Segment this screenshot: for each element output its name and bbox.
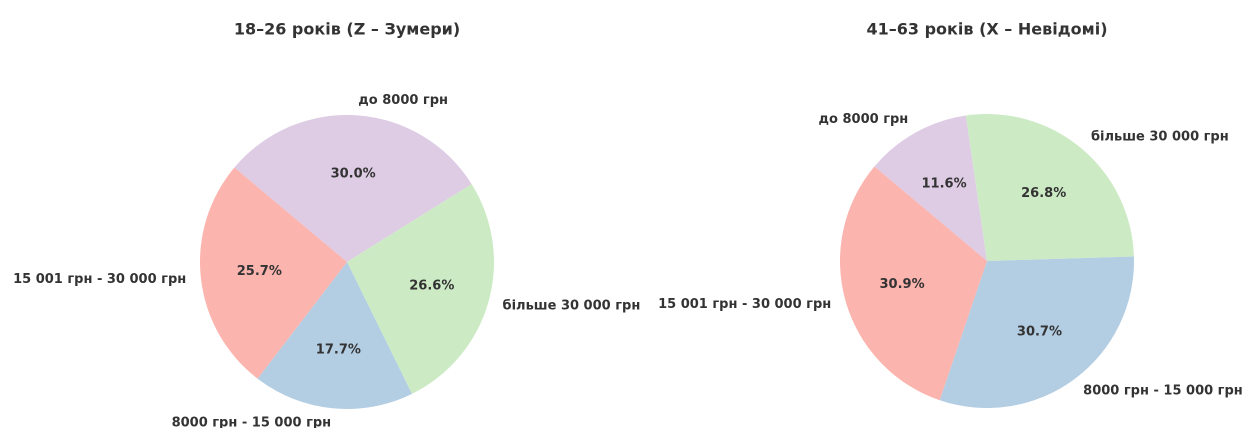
chart-title: 18–26 років (Z – Зумери) [234,20,460,39]
percent-label: 11.6% [922,176,967,191]
pie-slice [840,166,987,401]
pie-slice [965,114,1134,261]
pie-slice [199,167,347,379]
pie-slice [874,115,987,261]
percent-label: 17.7% [316,342,361,357]
percent-label: 26.8% [1021,186,1066,201]
slice-label: 15 001 грн - 30 000 грн [13,272,186,287]
slice-label: 15 001 грн - 30 000 грн [658,297,831,312]
slice-label: 8000 грн - 15 000 грн [172,415,332,428]
slice-label: більше 30 000 грн [503,299,641,314]
percent-label: 26.6% [409,279,454,294]
percent-label: 25.7% [237,264,282,279]
chart-title: 41–63 років (X – Невідомі) [866,20,1107,39]
slice-label: більше 30 000 грн [1091,130,1229,145]
percent-label: 30.0% [331,167,376,182]
pie-slice [347,184,494,394]
percent-label: 30.9% [880,277,925,292]
slice-label: 8000 грн - 15 000 грн [1083,383,1243,398]
slice-label: до 8000 грн [819,112,909,127]
pie-slice [939,256,1134,408]
pie-slice [257,262,412,409]
slice-label: до 8000 грн [358,93,448,108]
pie-slice [234,115,472,262]
percent-label: 30.7% [1017,324,1062,339]
